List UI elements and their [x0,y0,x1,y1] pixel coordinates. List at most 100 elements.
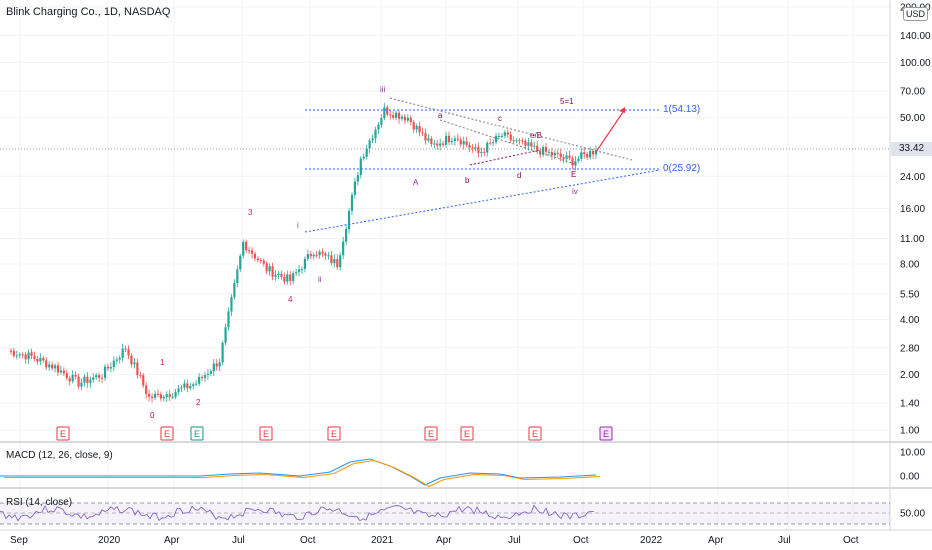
time-tick-label: Oct [843,535,859,546]
candle-body [174,392,177,397]
candle-body [397,112,401,119]
earnings-marker[interactable] [160,426,174,441]
wave-label: 1 [160,358,165,367]
wave-label: e/B [530,131,542,140]
candle-body [89,379,92,383]
candle-body [494,136,498,143]
candle-body [215,363,218,367]
candle-body [444,135,448,145]
candle-body [559,153,562,158]
candle-body [577,158,580,162]
wave-label: b [465,176,470,185]
candle-body [353,181,357,195]
earnings-marker-label: E [60,429,66,439]
earnings-marker[interactable] [327,426,341,441]
support-trendline [304,169,661,233]
candle-body [544,146,548,152]
candle-body [518,140,521,142]
candle-body [150,396,154,398]
candle-body [512,140,515,142]
price-tick-label: 2.80 [900,343,920,354]
candle-body [68,378,71,382]
macd-tick-label: 0.00 [900,472,920,483]
candle-body [318,251,321,256]
candle-body [80,382,83,387]
currency-button[interactable]: USD [903,7,929,21]
candle-body [356,175,359,182]
candle-body [230,297,233,312]
candle-body [386,107,389,115]
earnings-marker[interactable] [460,426,474,441]
candle-body [212,363,215,372]
earnings-marker[interactable] [259,426,273,441]
earnings-marker[interactable] [56,426,70,441]
price-tick-label: 70.00 [900,86,925,97]
candle-body [86,376,89,383]
candle-body [409,117,412,123]
candle-body [233,283,236,298]
rsi-tick-label: 50.00 [900,509,925,520]
candle-body [500,135,504,137]
earnings-marker-label: E [331,429,337,439]
candle-body [459,139,462,145]
candle-body [12,350,15,356]
candle-body [530,142,533,147]
earnings-marker[interactable] [424,426,438,441]
candle-body [403,116,406,121]
candle-body [121,348,124,358]
candle-body [483,151,486,153]
candle-body [562,157,565,159]
candle-body [295,272,298,274]
candle-body [421,132,424,134]
candle-body [192,384,195,387]
candle-body [589,150,592,158]
candle-body [277,274,280,276]
candle-body [71,374,74,382]
earnings-marker[interactable] [599,426,613,441]
candle-body [309,254,312,257]
earnings-marker[interactable] [190,426,204,441]
candle-body [389,114,392,116]
candle-body [450,140,454,143]
candle-body [262,260,265,264]
candle-body [327,255,330,257]
candle-body [153,393,157,398]
candle-body [247,250,251,252]
candle-body [265,263,268,272]
candle-body [415,125,418,130]
candle-body [15,355,18,357]
candle-body [186,383,189,389]
candle-body [533,145,536,147]
candle-body [133,362,136,365]
arrow-head [619,107,625,113]
candle-body [365,148,368,157]
candle-body [424,133,427,141]
candle-body [312,254,315,257]
candle-body [350,194,354,211]
candle-body [465,141,468,145]
candle-body [583,152,586,154]
price-series [9,102,598,403]
candle-body [171,396,174,398]
candle-body [200,376,204,378]
wave-label: 5=1 [560,97,574,106]
candle-body [259,260,262,262]
time-tick-label: Oct [573,535,589,546]
candle-body [321,251,324,254]
candle-body [330,255,333,264]
candle-body [541,146,545,155]
macd-tick-label: 10.00 [900,448,925,459]
candle-body [383,107,386,119]
candle-body [103,366,107,378]
price-tick-label: 8.00 [900,259,920,270]
candle-body [59,370,63,373]
candle-body [112,360,115,368]
earnings-marker[interactable] [528,426,542,441]
candle-body [394,112,398,118]
wave-label: c [498,114,502,123]
candle-body [198,376,201,384]
candle-body [521,140,524,142]
candle-body [477,147,480,154]
